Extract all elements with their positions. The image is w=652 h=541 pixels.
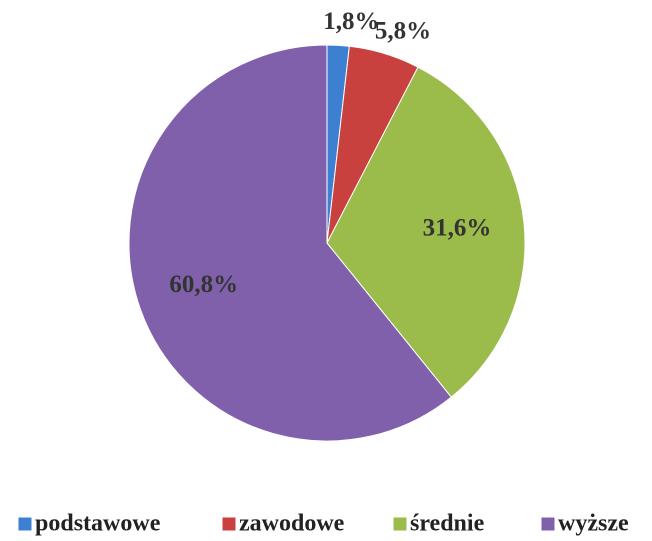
- legend-swatch: [540, 516, 556, 532]
- legend-label: wyższe: [558, 511, 629, 537]
- legend-label: podstawowe: [35, 511, 161, 537]
- legend-label: zawodowe: [239, 511, 345, 537]
- legend-swatch: [221, 516, 237, 532]
- pie-slice: [128, 44, 452, 442]
- data-label: 31,6%: [423, 215, 492, 242]
- data-label: 1,8%: [323, 8, 379, 35]
- pie-slice: [326, 66, 526, 398]
- data-label: 60,8%: [169, 271, 238, 298]
- legend-swatch: [392, 516, 408, 532]
- legend-label: średnie: [410, 511, 485, 537]
- legend-swatch: [17, 516, 33, 532]
- data-label: 5,8%: [375, 17, 431, 44]
